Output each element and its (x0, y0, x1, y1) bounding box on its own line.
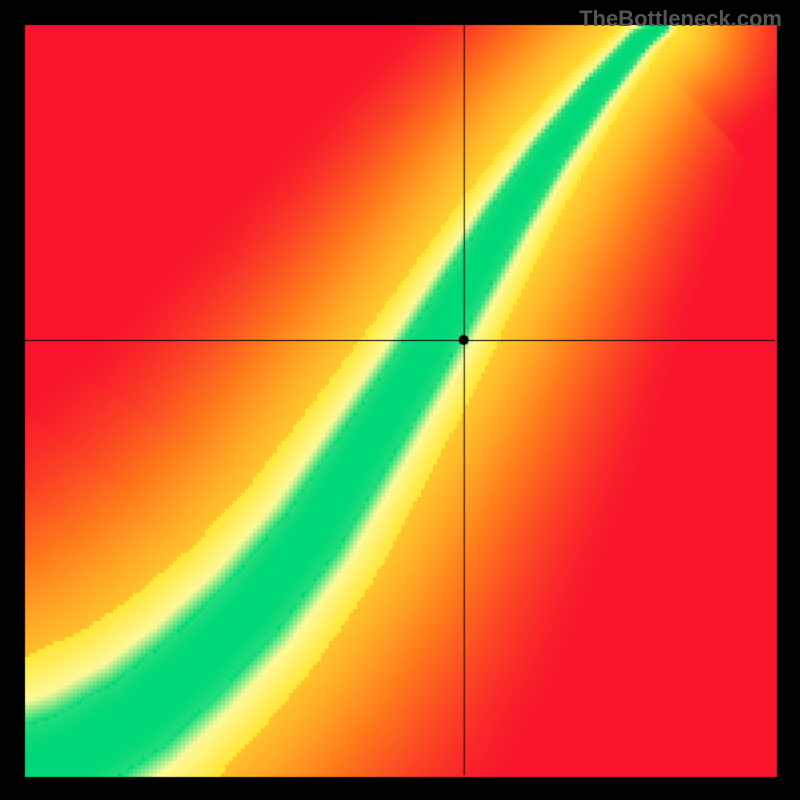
bottleneck-heatmap (0, 0, 800, 800)
watermark-text: TheBottleneck.com (579, 6, 782, 32)
chart-container: TheBottleneck.com (0, 0, 800, 800)
